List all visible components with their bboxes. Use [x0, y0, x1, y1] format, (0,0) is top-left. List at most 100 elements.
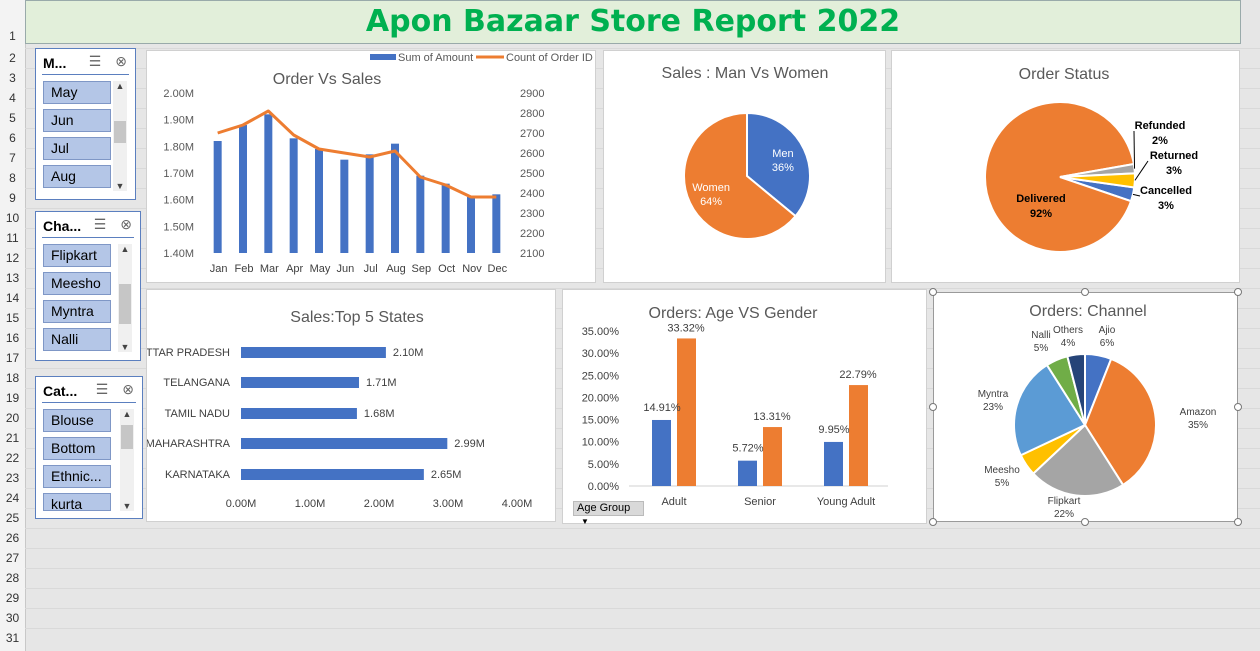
row-number[interactable]: 20 — [5, 411, 20, 425]
resize-handle[interactable] — [1081, 288, 1089, 296]
bar-value-label: 9.95% — [818, 424, 849, 436]
row-number[interactable]: 25 — [5, 511, 20, 525]
row-number[interactable]: 13 — [5, 271, 20, 285]
slicer-item-flipkart[interactable]: Flipkart — [43, 244, 111, 267]
row-number[interactable]: 18 — [5, 371, 20, 385]
row-number[interactable]: 31 — [5, 631, 20, 645]
age-vs-gender-chart[interactable]: Orders: Age VS Gender 0.00% 5.00% 10.00% 15.… — [562, 289, 927, 524]
chart-title: Orders: Channel — [1029, 303, 1146, 320]
multi-select-icon[interactable]: ☰ — [93, 216, 107, 232]
age-group-field-button[interactable]: Age Group ▼ — [573, 501, 644, 526]
row-number[interactable]: 28 — [5, 571, 20, 585]
row-number[interactable]: 5 — [9, 111, 16, 125]
row-number[interactable]: 15 — [5, 311, 20, 325]
scroll-down-icon[interactable]: ▼ — [115, 181, 125, 191]
month-slicer[interactable]: M... ☰ ⊗ May Jun Jul Aug ▲ ▼ — [35, 48, 136, 200]
row-number[interactable]: 17 — [5, 351, 20, 365]
slicer-item-may[interactable]: May — [43, 81, 111, 104]
clear-filter-icon[interactable]: ⊗ — [120, 216, 132, 232]
row-number[interactable]: 22 — [5, 451, 20, 465]
x-tick-label: 2.00M — [364, 498, 395, 510]
slicer-scrollbar[interactable]: ▲ ▼ — [120, 409, 134, 511]
orders-line — [217, 109, 497, 199]
order-status-svg: Order Status Delivered 92% Refunded 2% Return… — [984, 66, 1198, 253]
scroll-down-icon[interactable]: ▼ — [120, 342, 130, 352]
slicer-item-jul[interactable]: Jul — [43, 137, 111, 160]
y-category-label: TAMIL NADU — [165, 408, 230, 420]
slicer-item-ethnic[interactable]: Ethnic... — [43, 465, 111, 488]
report-title-cell[interactable]: Apon Bazaar Store Report 2022 — [25, 0, 1241, 44]
chart-title: Sales:Top 5 States — [290, 309, 423, 326]
resize-handle[interactable] — [1234, 518, 1242, 526]
series1-bar — [652, 419, 671, 486]
y-tick-right: 2700 — [520, 128, 544, 140]
y-tick-right: 2600 — [520, 148, 544, 160]
slicer-item-kurta[interactable]: kurta — [43, 493, 111, 511]
order-status-chart[interactable]: Order Status Delivered 92% Refunded 2% Return… — [891, 50, 1240, 283]
channel-slicer[interactable]: Cha... ☰ ⊗ Flipkart Meesho Myntra Nalli ▲… — [35, 211, 141, 361]
orders-channel-chart[interactable]: Orders: Channel Ajio 6% Amazon 35% Flipkart 22… — [933, 292, 1238, 522]
slicer-divider — [42, 74, 129, 75]
row-number[interactable]: 21 — [5, 431, 20, 445]
scroll-thumb[interactable] — [119, 284, 131, 324]
resize-handle[interactable] — [1234, 288, 1242, 296]
man-vs-women-chart[interactable]: Sales : Man Vs Women Men 36% Women 64% — [603, 50, 886, 283]
slicer-item-nalli[interactable]: Nalli — [43, 328, 111, 351]
row-number[interactable]: 29 — [5, 591, 20, 605]
row-number[interactable]: 23 — [5, 471, 20, 485]
row-number[interactable]: 4 — [9, 91, 16, 105]
row-number[interactable]: 10 — [5, 211, 20, 225]
row-number[interactable]: 12 — [5, 251, 20, 265]
row-number[interactable]: 2 — [9, 51, 16, 65]
clear-filter-icon[interactable]: ⊗ — [122, 381, 134, 397]
row-number[interactable]: 7 — [9, 151, 16, 165]
scroll-up-icon[interactable]: ▲ — [115, 81, 125, 91]
row-header[interactable] — [0, 0, 26, 651]
slicer-divider — [42, 237, 134, 238]
row-number[interactable]: 3 — [9, 71, 16, 85]
multi-select-icon[interactable]: ☰ — [88, 53, 102, 69]
slicer-item-jun[interactable]: Jun — [43, 109, 111, 132]
row-number[interactable]: 6 — [9, 131, 16, 145]
slice-value-label: 6% — [1100, 338, 1115, 349]
resize-handle[interactable] — [1081, 518, 1089, 526]
top5-states-chart[interactable]: Sales:Top 5 States UTTAR PRADESH 2.10M TELA… — [138, 289, 556, 522]
row-gridline — [25, 548, 1260, 549]
resize-handle[interactable] — [929, 518, 937, 526]
scroll-up-icon[interactable]: ▲ — [120, 244, 130, 254]
resize-handle[interactable] — [929, 403, 937, 411]
slicer-scrollbar[interactable]: ▲ ▼ — [118, 244, 132, 352]
row-number[interactable]: 11 — [6, 231, 19, 245]
scroll-down-icon[interactable]: ▼ — [122, 501, 132, 511]
scroll-up-icon[interactable]: ▲ — [122, 409, 132, 419]
slicer-item-bottom[interactable]: Bottom — [43, 437, 111, 460]
resize-handle[interactable] — [1234, 403, 1242, 411]
bar-value-label: 22.79% — [839, 369, 877, 381]
legend-label-orders: Count of Order ID — [506, 52, 593, 64]
slice-value-label: 5% — [1034, 343, 1049, 354]
row-number[interactable]: 16 — [5, 331, 20, 345]
slicer-item-blouse[interactable]: Blouse — [43, 409, 111, 432]
row-number[interactable]: 8 — [9, 171, 16, 185]
clear-filter-icon[interactable]: ⊗ — [115, 53, 127, 69]
slicer-item-meesho[interactable]: Meesho — [43, 272, 111, 295]
resize-handle[interactable] — [929, 288, 937, 296]
scroll-thumb[interactable] — [114, 121, 126, 143]
slicer-item-myntra[interactable]: Myntra — [43, 300, 111, 323]
row-number[interactable]: 30 — [5, 611, 20, 625]
slicer-item-aug[interactable]: Aug — [43, 165, 111, 188]
scroll-thumb[interactable] — [121, 425, 133, 449]
order-vs-sales-chart[interactable]: Order Vs Sales Sum of Amount Count of Orde… — [146, 50, 596, 283]
row-number[interactable]: 19 — [5, 391, 20, 405]
row-number[interactable]: 9 — [9, 191, 16, 205]
row-number[interactable]: 14 — [5, 291, 20, 305]
row-number[interactable]: 24 — [5, 491, 20, 505]
row-number[interactable]: 27 — [5, 551, 20, 565]
y-category-label: MAHARASHTRA — [147, 438, 231, 450]
row-number[interactable]: 1 — [9, 29, 16, 43]
category-slicer[interactable]: Cat... ☰ ⊗ Blouse Bottom Ethnic... kurta … — [35, 376, 143, 519]
slicer-scrollbar[interactable]: ▲ ▼ — [113, 81, 127, 191]
slice-value-label: 3% — [1166, 165, 1182, 177]
row-number[interactable]: 26 — [5, 531, 20, 545]
multi-select-icon[interactable]: ☰ — [95, 381, 109, 397]
